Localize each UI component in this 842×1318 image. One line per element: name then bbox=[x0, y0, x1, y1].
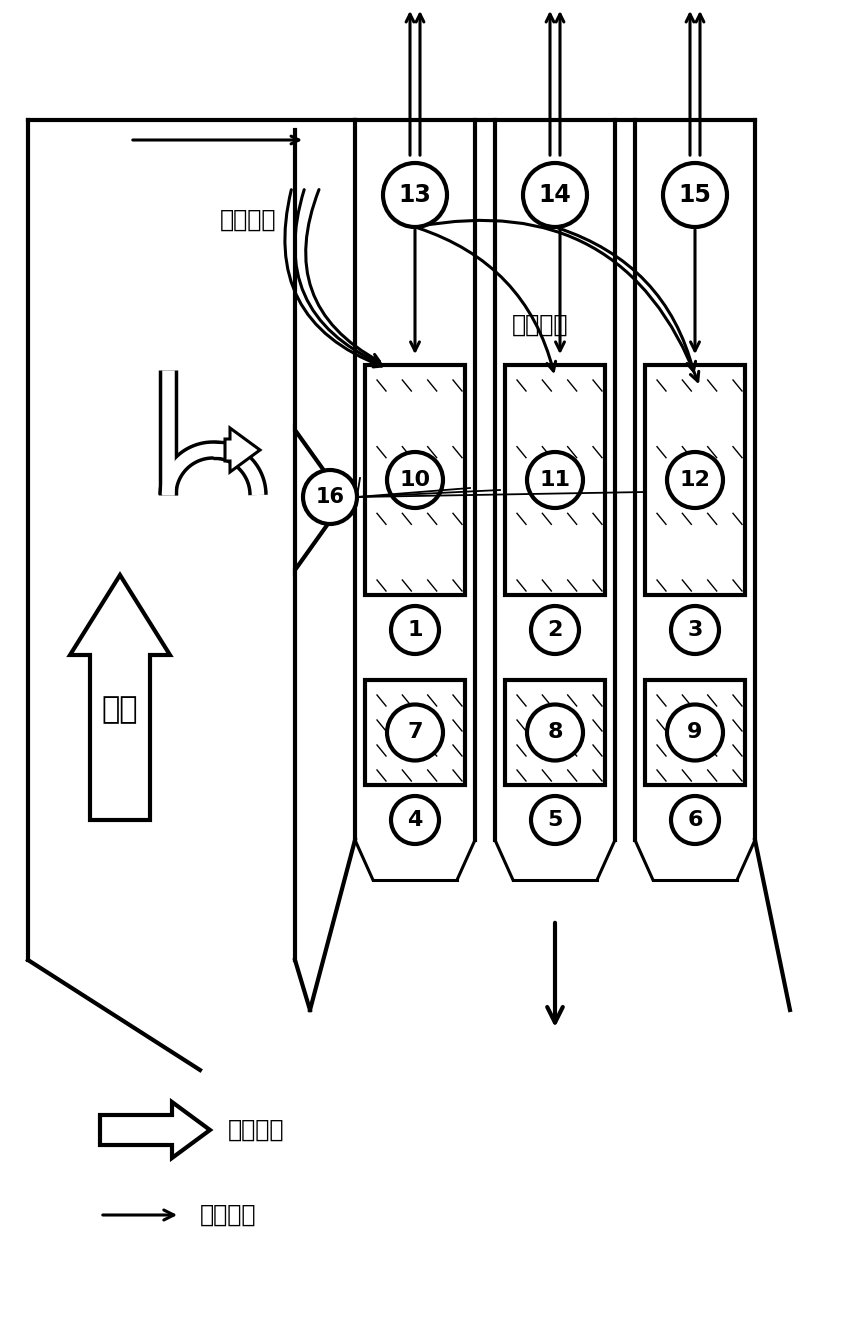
Text: 5: 5 bbox=[547, 811, 562, 830]
Text: 12: 12 bbox=[679, 471, 711, 490]
Circle shape bbox=[391, 796, 439, 844]
Circle shape bbox=[303, 471, 357, 525]
Circle shape bbox=[671, 796, 719, 844]
Bar bbox=[505, 680, 605, 786]
Circle shape bbox=[667, 452, 723, 507]
Circle shape bbox=[387, 705, 443, 760]
Text: 尾部烟道: 尾部烟道 bbox=[512, 312, 568, 337]
Polygon shape bbox=[295, 430, 345, 569]
Text: 3: 3 bbox=[687, 619, 703, 641]
Circle shape bbox=[383, 163, 447, 227]
Text: 水平烟道: 水平烟道 bbox=[220, 208, 276, 232]
Circle shape bbox=[667, 705, 723, 760]
Circle shape bbox=[391, 606, 439, 654]
Text: 6: 6 bbox=[687, 811, 703, 830]
Circle shape bbox=[531, 796, 579, 844]
Text: 14: 14 bbox=[539, 183, 572, 207]
Text: 8: 8 bbox=[547, 722, 562, 742]
Text: 烟气流向: 烟气流向 bbox=[228, 1118, 285, 1141]
Text: 介质流向: 介质流向 bbox=[200, 1203, 257, 1227]
Text: 2: 2 bbox=[547, 619, 562, 641]
Circle shape bbox=[387, 452, 443, 507]
Polygon shape bbox=[70, 575, 170, 820]
Text: 4: 4 bbox=[408, 811, 423, 830]
Text: 13: 13 bbox=[398, 183, 431, 207]
Text: 炉膛: 炉膛 bbox=[102, 696, 138, 725]
Text: 10: 10 bbox=[399, 471, 430, 490]
Polygon shape bbox=[225, 428, 260, 472]
Circle shape bbox=[527, 452, 583, 507]
Text: 9: 9 bbox=[687, 722, 703, 742]
Text: 1: 1 bbox=[408, 619, 423, 641]
Circle shape bbox=[523, 163, 587, 227]
Bar bbox=[645, 680, 745, 786]
Text: 16: 16 bbox=[316, 486, 344, 507]
Bar bbox=[645, 365, 745, 594]
Bar bbox=[365, 680, 465, 786]
Bar bbox=[365, 365, 465, 594]
Circle shape bbox=[531, 606, 579, 654]
Circle shape bbox=[663, 163, 727, 227]
Text: 15: 15 bbox=[679, 183, 711, 207]
Circle shape bbox=[527, 705, 583, 760]
Text: 7: 7 bbox=[408, 722, 423, 742]
Bar bbox=[505, 365, 605, 594]
Circle shape bbox=[671, 606, 719, 654]
Text: 11: 11 bbox=[540, 471, 571, 490]
Polygon shape bbox=[100, 1102, 210, 1159]
